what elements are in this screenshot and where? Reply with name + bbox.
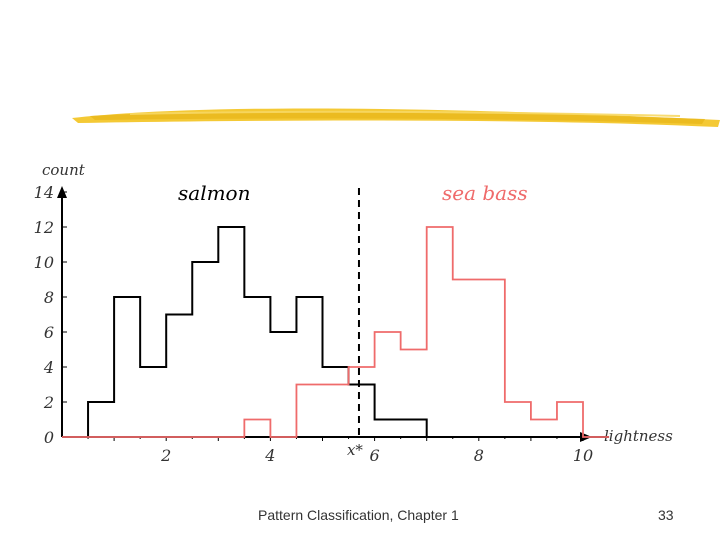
x-tick-label-4: 4 — [264, 446, 275, 465]
threshold-label: x* — [347, 441, 363, 459]
y-ticks: 0 2 4 6 8 10 12 14 — [34, 183, 67, 447]
y-tick-label-10: 10 — [34, 253, 54, 272]
x-tick-label-6: 6 — [370, 446, 380, 465]
y-tick-label-2: 2 — [43, 393, 54, 412]
histogram-series — [62, 226, 610, 438]
x-axis-label: lightness — [604, 427, 673, 445]
histogram-line-sea-bass — [62, 226, 610, 438]
y-tick-label-4: 4 — [43, 358, 54, 377]
series-label-salmon: salmon — [178, 181, 250, 205]
series-label-sea-bass: sea bass — [442, 181, 528, 205]
x-ticks: 2 4 6 8 10 — [87, 437, 593, 465]
x-tick-label-2: 2 — [160, 446, 171, 465]
x-tick-label-10: 10 — [573, 446, 593, 465]
footer-page-number: 33 — [658, 507, 674, 523]
x-tick-label-8: 8 — [474, 446, 484, 465]
histogram-line-salmon — [62, 226, 610, 438]
y-tick-label-14: 14 — [34, 183, 54, 202]
y-axis-label: count — [42, 161, 86, 179]
y-tick-label-12: 12 — [34, 218, 54, 237]
y-tick-label-8: 8 — [44, 288, 54, 307]
brush-stroke-decoration — [72, 108, 720, 127]
y-tick-label-6: 6 — [44, 323, 54, 342]
y-tick-label-0: 0 — [44, 428, 54, 447]
axes — [57, 186, 592, 442]
footer-course-title: Pattern Classification, Chapter 1 — [258, 507, 459, 523]
